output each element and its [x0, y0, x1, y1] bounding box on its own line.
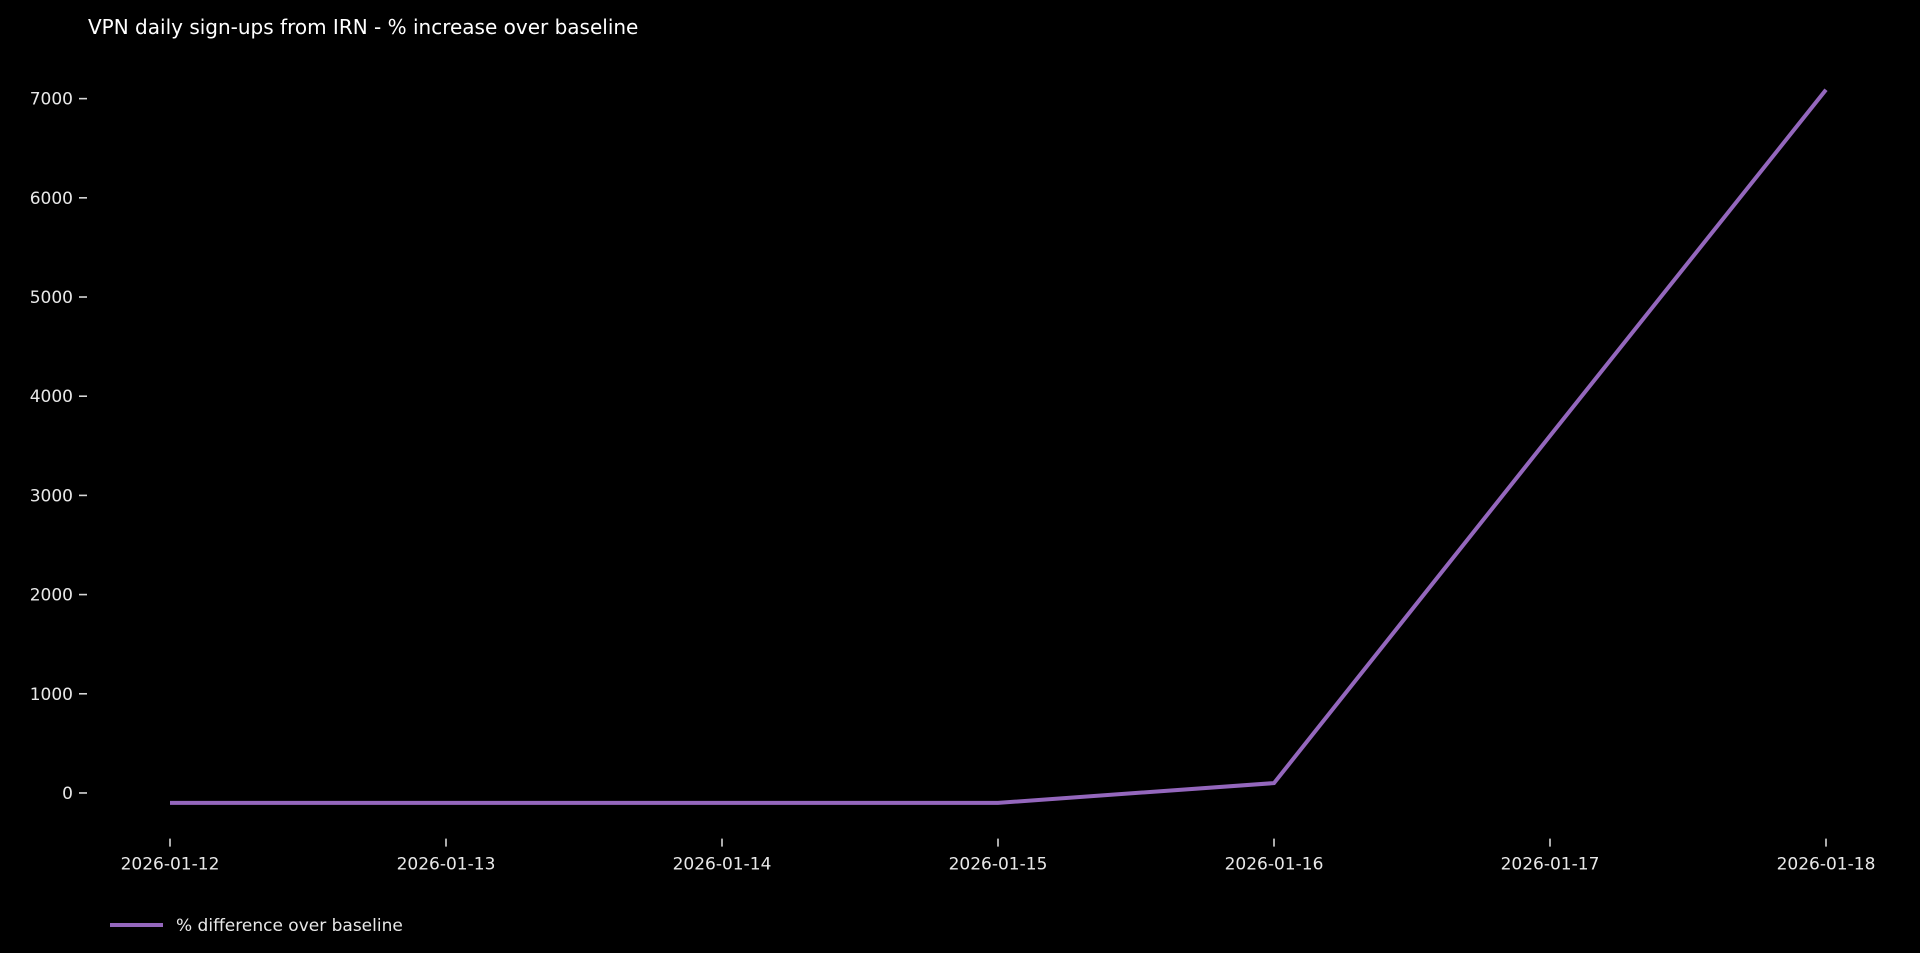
chart-title: VPN daily sign-ups from IRN - % increase… [88, 15, 638, 39]
y-tick-label: 3000 [30, 486, 73, 506]
y-tick-label: 4000 [30, 387, 73, 407]
x-tick-label: 2026-01-18 [1777, 855, 1876, 875]
x-tick-label: 2026-01-12 [121, 855, 220, 875]
y-tick-label: 2000 [30, 586, 73, 606]
y-tick-label: 5000 [30, 288, 73, 308]
y-axis: 0 1000 2000 3000 4000 5000 6000 7000 [30, 90, 87, 804]
x-tick-label: 2026-01-17 [1501, 855, 1600, 875]
x-tick-label: 2026-01-13 [397, 855, 496, 875]
data-line [170, 88, 1828, 805]
legend: % difference over baseline [110, 916, 403, 936]
y-tick-label: 0 [62, 784, 73, 804]
legend-label: % difference over baseline [176, 916, 403, 936]
x-tick-label: 2026-01-16 [1225, 855, 1324, 875]
y-tick-label: 1000 [30, 685, 73, 705]
y-tick-label: 7000 [30, 90, 73, 110]
x-axis: 2026-01-12 2026-01-13 2026-01-14 2026-01-15… [121, 838, 1876, 875]
y-tick-label: 6000 [30, 189, 73, 209]
x-tick-label: 2026-01-15 [949, 855, 1048, 875]
x-tick-label: 2026-01-14 [673, 855, 772, 875]
data-series-group [170, 88, 1828, 805]
